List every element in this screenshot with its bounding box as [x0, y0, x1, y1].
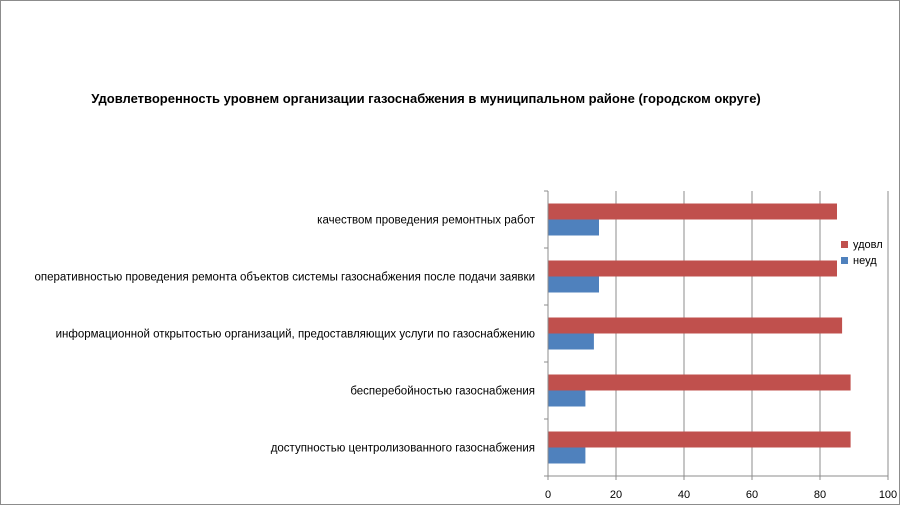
bar-neud	[548, 276, 599, 293]
legend-swatch	[841, 257, 848, 264]
legend-label: неуд	[853, 255, 877, 267]
bar-udovl	[548, 317, 843, 334]
tick-labels: 0 20 40 60 80 100	[545, 489, 897, 501]
legend: удовл неуд	[841, 239, 883, 267]
x-tick-label: 100	[879, 489, 897, 501]
bar-udovl	[548, 431, 851, 448]
category-label: оперативностью проведения ремонта объект…	[34, 272, 535, 284]
x-tick-label: 20	[610, 489, 622, 501]
bar-neud	[548, 333, 594, 350]
bar-neud	[548, 219, 599, 236]
x-tick-label: 40	[678, 489, 690, 501]
category-label: качеством проведения ремонтных работ	[317, 215, 536, 227]
category-labels: качеством проведения ремонтных работ опер…	[34, 215, 535, 455]
bar-udovl	[548, 260, 837, 277]
category-label: информационной открытостью организаций, …	[56, 329, 536, 341]
chart-title: Удовлетворенность уровнем организации га…	[91, 91, 761, 106]
category-label: доступностью центролизованного газоснабж…	[271, 443, 535, 455]
x-tick-label: 80	[814, 489, 826, 501]
bar-udovl	[548, 203, 837, 220]
bar-udovl	[548, 374, 851, 391]
bar-neud	[548, 390, 586, 407]
legend-label: удовл	[853, 239, 883, 251]
legend-swatch	[841, 241, 848, 248]
axes	[544, 190, 889, 480]
x-tick-label: 60	[746, 489, 758, 501]
bars	[548, 203, 851, 464]
category-label: бесперебойностью газоснабжения	[350, 386, 535, 398]
bar-neud	[548, 447, 586, 464]
x-tick-label: 0	[545, 489, 551, 501]
